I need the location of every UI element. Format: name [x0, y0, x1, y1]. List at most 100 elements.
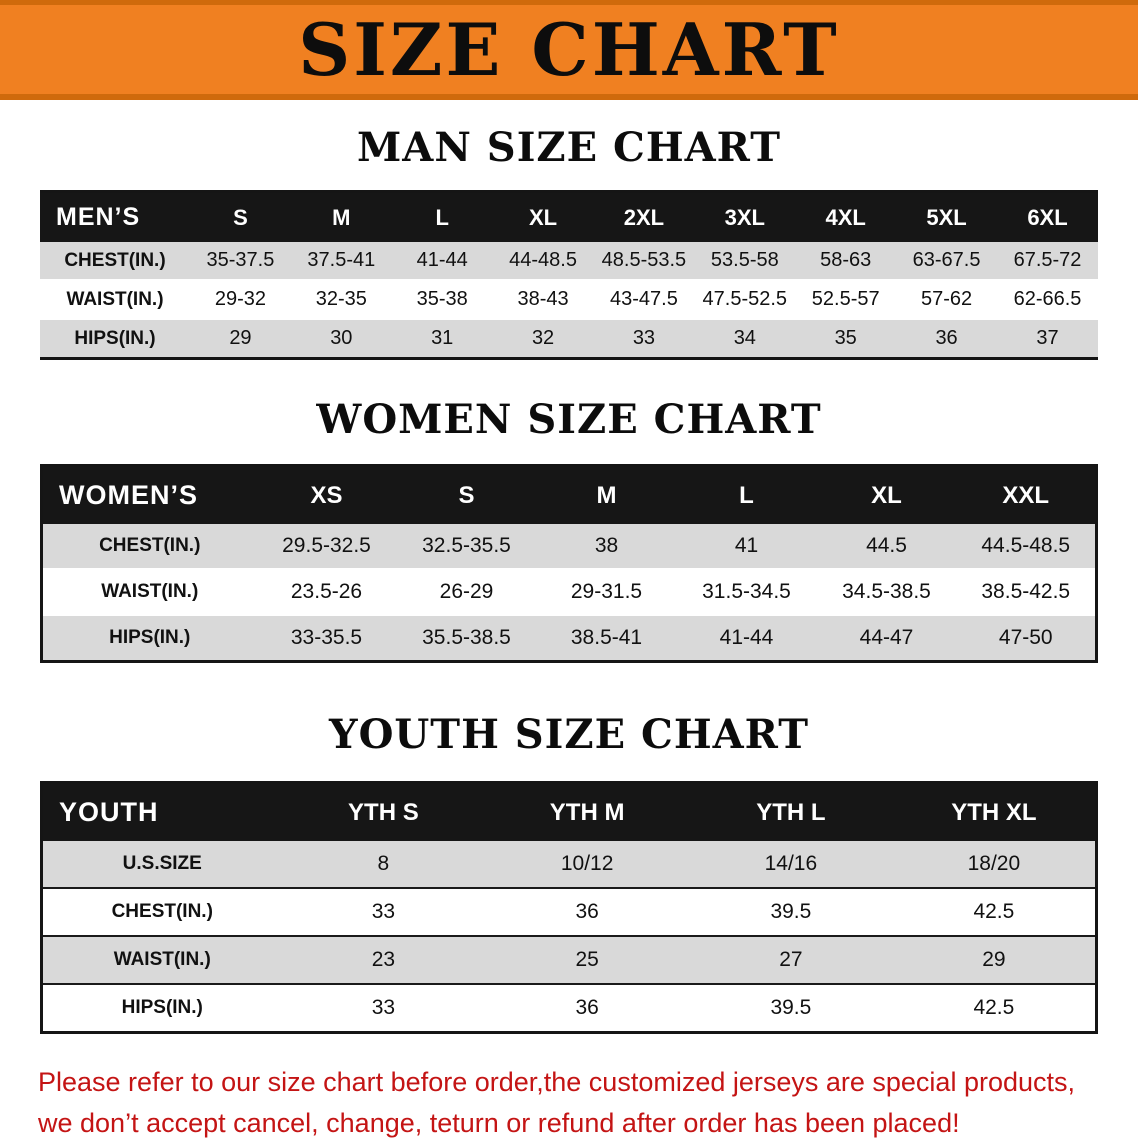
column-header: XL	[817, 466, 957, 525]
cell: 41-44	[677, 615, 817, 662]
footer-notice: Please refer to our size chart before or…	[38, 1062, 1100, 1143]
cell: 62-66.5	[997, 280, 1098, 319]
row-label: CHEST(IN.)	[42, 888, 282, 936]
column-header: 6XL	[997, 192, 1098, 243]
column-header: XXL	[957, 466, 1097, 525]
cell: 32.5-35.5	[397, 524, 537, 569]
row-label: U.S.SIZE	[42, 841, 282, 888]
row-label: CHEST(IN.)	[40, 242, 190, 280]
row-label: WAIST(IN.)	[42, 936, 282, 984]
column-header: 3XL	[694, 192, 795, 243]
cell: 38.5-41	[537, 615, 677, 662]
cell: 35	[795, 319, 896, 359]
column-header: L	[677, 466, 817, 525]
cell: 29-32	[190, 280, 291, 319]
cell: 35-37.5	[190, 242, 291, 280]
cell: 10/12	[485, 841, 689, 888]
cell: 42.5	[893, 984, 1097, 1033]
cell: 38-43	[493, 280, 594, 319]
cell: 36	[485, 888, 689, 936]
cell: 63-67.5	[896, 242, 997, 280]
cell: 36	[896, 319, 997, 359]
row-label: WAIST(IN.)	[42, 569, 257, 615]
column-header: YTH M	[485, 783, 689, 842]
cell: 52.5-57	[795, 280, 896, 319]
column-header: S	[397, 466, 537, 525]
row-label: WAIST(IN.)	[40, 280, 190, 319]
cell: 39.5	[689, 984, 893, 1033]
cell: 33	[594, 319, 695, 359]
cell: 47-50	[957, 615, 1097, 662]
cell: 37.5-41	[291, 242, 392, 280]
cell: 57-62	[896, 280, 997, 319]
cell: 34.5-38.5	[817, 569, 957, 615]
cell: 33-35.5	[257, 615, 397, 662]
notice-line-1: Please refer to our size chart before or…	[38, 1062, 1100, 1103]
cell: 48.5-53.5	[594, 242, 695, 280]
cell: 27	[689, 936, 893, 984]
cell: 31.5-34.5	[677, 569, 817, 615]
cell: 41	[677, 524, 817, 569]
column-header: S	[190, 192, 291, 243]
cell: 29.5-32.5	[257, 524, 397, 569]
cell: 38.5-42.5	[957, 569, 1097, 615]
cell: 33	[282, 888, 486, 936]
youth-section-heading: YOUTH SIZE CHART	[0, 713, 1138, 757]
column-header: YTH S	[282, 783, 486, 842]
cell: 26-29	[397, 569, 537, 615]
cell: 43-47.5	[594, 280, 695, 319]
cell: 30	[291, 319, 392, 359]
column-header: 5XL	[896, 192, 997, 243]
men-section-heading: MAN SIZE CHART	[0, 126, 1138, 170]
cell: 29-31.5	[537, 569, 677, 615]
cell: 41-44	[392, 242, 493, 280]
cell: 35.5-38.5	[397, 615, 537, 662]
cell: 38	[537, 524, 677, 569]
cell: 8	[282, 841, 486, 888]
cell: 34	[694, 319, 795, 359]
cell: 18/20	[893, 841, 1097, 888]
cell: 44-47	[817, 615, 957, 662]
cell: 47.5-52.5	[694, 280, 795, 319]
cell: 39.5	[689, 888, 893, 936]
row-label: CHEST(IN.)	[42, 524, 257, 569]
cell: 29	[893, 936, 1097, 984]
row-label: HIPS(IN.)	[42, 615, 257, 662]
table-title: YOUTH	[42, 783, 282, 842]
cell: 44.5	[817, 524, 957, 569]
table-title: MEN’S	[40, 192, 190, 243]
cell: 33	[282, 984, 486, 1033]
row-label: HIPS(IN.)	[40, 319, 190, 359]
cell: 23	[282, 936, 486, 984]
column-header: YTH XL	[893, 783, 1097, 842]
cell: 32-35	[291, 280, 392, 319]
cell: 14/16	[689, 841, 893, 888]
cell: 44-48.5	[493, 242, 594, 280]
cell: 37	[997, 319, 1098, 359]
page-title: SIZE CHART	[298, 14, 840, 86]
column-header: M	[291, 192, 392, 243]
cell: 25	[485, 936, 689, 984]
cell: 31	[392, 319, 493, 359]
cell: 58-63	[795, 242, 896, 280]
notice-line-2: we don’t accept cancel, change, teturn o…	[38, 1103, 1100, 1143]
cell: 44.5-48.5	[957, 524, 1097, 569]
cell: 32	[493, 319, 594, 359]
cell: 29	[190, 319, 291, 359]
cell: 42.5	[893, 888, 1097, 936]
cell: 23.5-26	[257, 569, 397, 615]
